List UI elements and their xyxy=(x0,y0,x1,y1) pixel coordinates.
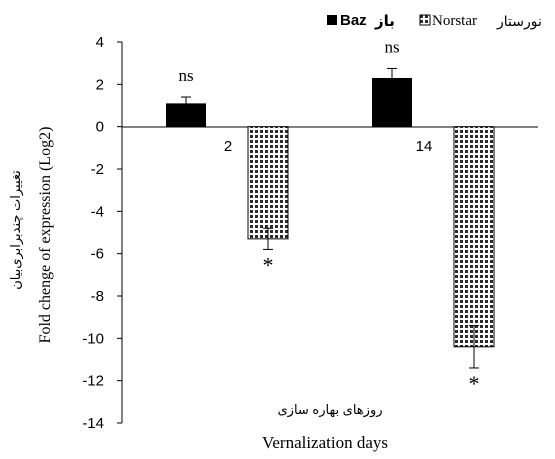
category-label-14: 14 xyxy=(416,138,433,155)
significance-label: ns xyxy=(384,37,399,56)
y-tick-label: -2 xyxy=(91,161,104,178)
x-axis-title-fa: روزهای بهاره سازی xyxy=(277,402,382,418)
bars: ns ns * * xyxy=(166,37,495,396)
y-axis-title-fa: تغییرات چندبرابری‌بیان xyxy=(8,170,24,290)
y-tick-label: -14 xyxy=(82,415,104,432)
y-tick-label: -4 xyxy=(91,203,104,220)
significance-label: * xyxy=(263,252,274,277)
bar-norstar-2 xyxy=(247,126,289,240)
x-axis-title: Vernalization days xyxy=(262,433,388,452)
legend-label-baz-fa: باز xyxy=(374,13,395,30)
y-tick-label: -10 xyxy=(82,330,104,347)
y-axis-title: Fold chenge of expression (Log2) xyxy=(37,127,54,344)
legend-label-norstar-fa: نورستار xyxy=(496,13,542,30)
legend-swatch-baz xyxy=(327,15,337,25)
category-label-2: 2 xyxy=(224,138,232,155)
y-tick-label: -12 xyxy=(82,373,104,390)
significance-label: ns xyxy=(178,66,193,85)
y-ticks: 4 2 0 -2 -4 -6 -8 -10 -12 -14 xyxy=(82,34,122,432)
y-tick-label: 2 xyxy=(96,76,104,93)
bar-baz-2 xyxy=(166,103,206,127)
legend-label-norstar-en: Norstar xyxy=(432,13,477,29)
legend-swatch-norstar xyxy=(419,14,431,26)
y-tick-label: 4 xyxy=(96,34,104,51)
bar-norstar-14 xyxy=(453,126,495,348)
significance-label: * xyxy=(469,371,480,396)
y-tick-label: -6 xyxy=(91,246,104,263)
y-tick-label: -8 xyxy=(91,288,104,305)
y-tick-label: 0 xyxy=(96,119,104,136)
legend-label-baz-en: Baz xyxy=(340,12,367,29)
legend: Baz باز Norstar نورستار xyxy=(327,12,542,30)
